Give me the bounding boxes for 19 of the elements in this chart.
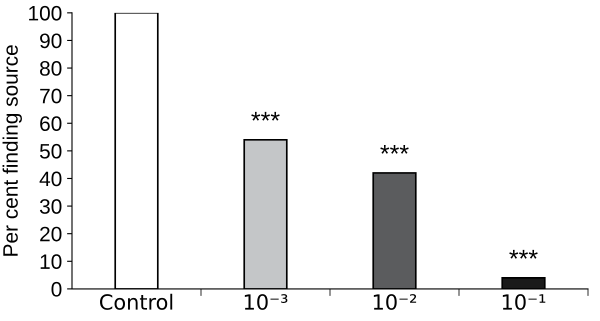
annotation: *** xyxy=(380,145,409,154)
y-tick-label: 100 xyxy=(29,6,62,21)
annotation: *** xyxy=(251,112,280,121)
y-tick-label: 70 xyxy=(40,88,62,104)
x-tick-label: 10⁻² xyxy=(374,294,416,310)
y-tick-label: 0 xyxy=(52,282,62,297)
x-tick-label: Control xyxy=(100,294,172,310)
y-tick-label: 60 xyxy=(40,116,62,132)
y-tick-label: 10 xyxy=(40,254,62,270)
y-tick-label: 90 xyxy=(40,33,62,48)
y-tick-label: 30 xyxy=(40,199,62,214)
y-tick-label: 50 xyxy=(40,144,62,159)
y-tick-label: 20 xyxy=(40,226,62,242)
x-tick-label: 10⁻¹ xyxy=(502,294,546,310)
annotation: *** xyxy=(509,250,538,259)
y-axis-title: Per cent finding source xyxy=(2,45,22,256)
y-tick-label: 80 xyxy=(40,61,62,76)
x-tick-label: 10⁻³ xyxy=(244,294,288,310)
y-tick-label: 40 xyxy=(40,171,62,186)
